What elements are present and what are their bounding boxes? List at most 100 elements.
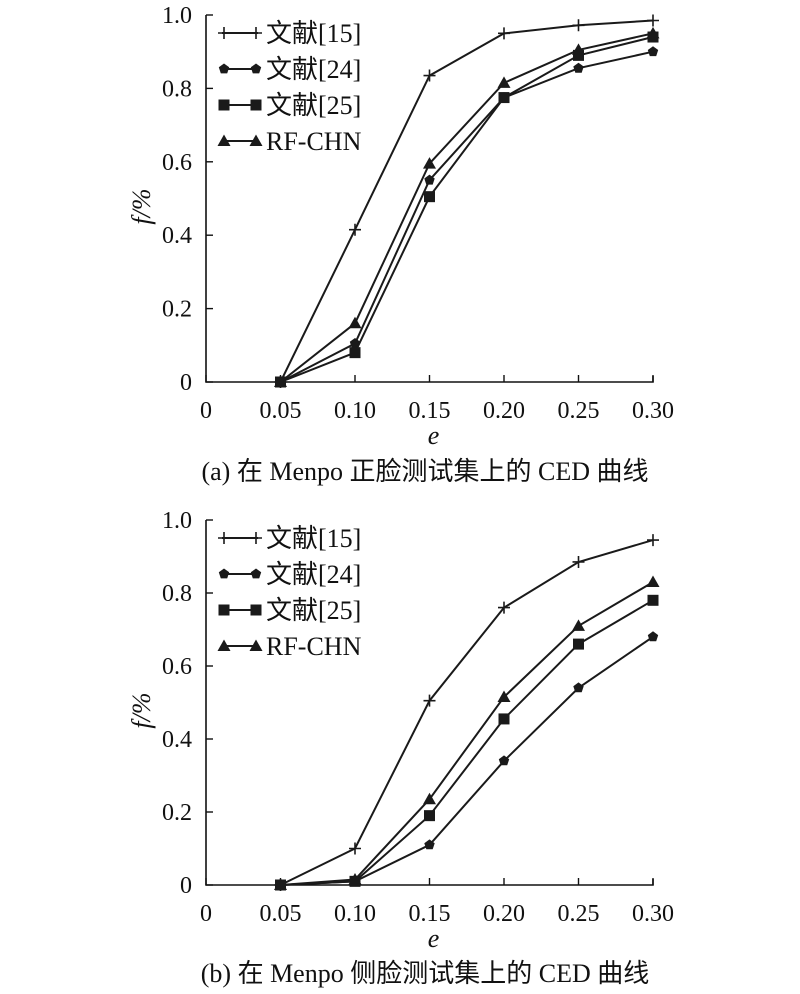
x-axis-label: e xyxy=(428,924,440,953)
y-tick-label: 0.4 xyxy=(162,223,192,249)
legend-label: 文献[24] xyxy=(266,560,361,589)
y-tick-label: 0 xyxy=(180,370,192,396)
data-point-triangle xyxy=(646,575,660,588)
x-tick-label: 0.15 xyxy=(409,901,451,927)
y-tick-label: 0.6 xyxy=(162,150,192,176)
legend-entry: 文献[15] xyxy=(218,524,361,553)
series-4 xyxy=(274,575,660,890)
data-point-triangle xyxy=(572,619,585,631)
legend-label: 文献[24] xyxy=(266,55,361,84)
series-line xyxy=(280,599,654,886)
legend-entry: 文献[24] xyxy=(218,55,361,84)
data-point-triangle xyxy=(497,76,511,88)
series-line xyxy=(279,32,654,383)
series-line xyxy=(280,36,654,383)
data-point-pentagon xyxy=(424,174,435,185)
data-point-square xyxy=(647,594,659,606)
legend-entry: RF-CHN xyxy=(217,127,362,156)
data-point-pentagon xyxy=(647,46,659,57)
y-tick-label: 0.6 xyxy=(162,654,192,680)
series-line xyxy=(280,539,654,886)
x-axis-label: e xyxy=(428,421,440,450)
x-tick-label: 0 xyxy=(200,398,212,424)
y-tick-label: 1.0 xyxy=(162,3,192,29)
data-point-triangle xyxy=(348,873,362,885)
data-point-pentagon xyxy=(498,755,510,766)
x-tick-label: 0.20 xyxy=(483,398,525,424)
legend-marker xyxy=(218,532,230,544)
legend-marker xyxy=(217,134,231,146)
x-tick-label: 0.25 xyxy=(558,901,600,927)
y-tick-label: 0 xyxy=(180,873,192,899)
data-point-triangle xyxy=(646,26,660,39)
data-point-pentagon xyxy=(573,62,584,73)
data-point-plus xyxy=(349,842,361,855)
data-point-pentagon xyxy=(424,839,435,850)
x-tick-label: 0.25 xyxy=(558,398,600,424)
data-point-triangle xyxy=(348,316,362,329)
ced-chart-profile: 0 0.2 0.4 0.6 0.8 1.0 0 0.05 0.10 0.15 0.20 0.25 0.3… xyxy=(127,508,674,988)
ced-chart-frontal: 0 0.2 0.4 0.6 0.8 1.0 0 0.05 0.10 0.15 0.20 0.25 0.3… xyxy=(127,3,674,486)
data-point-plus xyxy=(349,223,361,236)
data-point-plus xyxy=(423,69,436,82)
legend-marker xyxy=(250,532,262,544)
x-tick-label: 0.20 xyxy=(483,901,525,927)
legend-marker xyxy=(250,99,262,111)
data-point-square xyxy=(349,347,361,359)
legend-marker xyxy=(217,639,231,651)
data-point-pentagon xyxy=(647,631,659,642)
y-tick-label: 0.8 xyxy=(162,581,192,607)
data-point-plus xyxy=(647,14,659,27)
data-point-square xyxy=(424,191,435,203)
legend-marker xyxy=(250,63,262,74)
legend-label: 文献[15] xyxy=(266,19,361,48)
data-point-plus xyxy=(498,27,510,40)
legend-marker xyxy=(249,639,263,651)
legend-label: RF-CHN xyxy=(266,127,362,156)
x-tick-label: 0.05 xyxy=(260,398,302,424)
series-line xyxy=(280,50,654,383)
legend-entry: 文献[24] xyxy=(218,560,361,589)
x-tick-label: 0.05 xyxy=(260,901,302,927)
data-point-triangle xyxy=(572,43,585,55)
series-2 xyxy=(275,631,659,890)
y-axis-label: f/% xyxy=(127,188,156,224)
x-tick-label: 0.10 xyxy=(334,901,376,927)
data-point-square xyxy=(573,638,584,650)
y-tick-label: 0.2 xyxy=(162,800,192,826)
y-tick-label: 0.4 xyxy=(162,727,192,753)
legend-label: 文献[25] xyxy=(266,596,361,625)
legend-marker xyxy=(218,604,230,616)
series-line xyxy=(280,635,654,886)
data-point-triangle xyxy=(423,157,436,169)
x-tick-label: 0.30 xyxy=(632,398,674,424)
data-point-triangle xyxy=(423,792,436,805)
data-point-plus xyxy=(572,555,585,568)
y-tick-label: 0.8 xyxy=(162,76,192,102)
legend-entry: RF-CHN xyxy=(217,632,362,661)
y-tick-label: 0.2 xyxy=(162,297,192,323)
series-4 xyxy=(274,26,660,387)
legend-marker xyxy=(249,134,263,146)
chart-caption: (b) 在 Menpo 侧脸测试集上的 CED 曲线 xyxy=(201,959,649,988)
legend-marker xyxy=(218,99,230,111)
x-tick-label: 0.15 xyxy=(409,398,451,424)
x-tick-label: 0.30 xyxy=(632,901,674,927)
data-point-triangle xyxy=(274,375,287,387)
data-point-square xyxy=(498,92,510,104)
chart-caption: (a) 在 Menpo 正脸测试集上的 CED 曲线 xyxy=(201,457,648,486)
legend-marker xyxy=(250,27,262,39)
x-tick-label: 0.10 xyxy=(334,398,376,424)
data-point-triangle xyxy=(274,878,287,890)
data-point-square xyxy=(424,810,435,822)
legend-marker xyxy=(218,27,230,39)
data-point-square xyxy=(573,49,584,61)
x-tick-label: 0 xyxy=(200,901,212,927)
data-point-triangle xyxy=(497,690,511,703)
legend-marker xyxy=(218,568,230,579)
legend-label: RF-CHN xyxy=(266,632,362,661)
series-line xyxy=(279,19,654,383)
y-axis-label: f/% xyxy=(127,692,156,728)
legend-entry: 文献[25] xyxy=(218,596,361,625)
y-tick-label: 1.0 xyxy=(162,508,192,534)
